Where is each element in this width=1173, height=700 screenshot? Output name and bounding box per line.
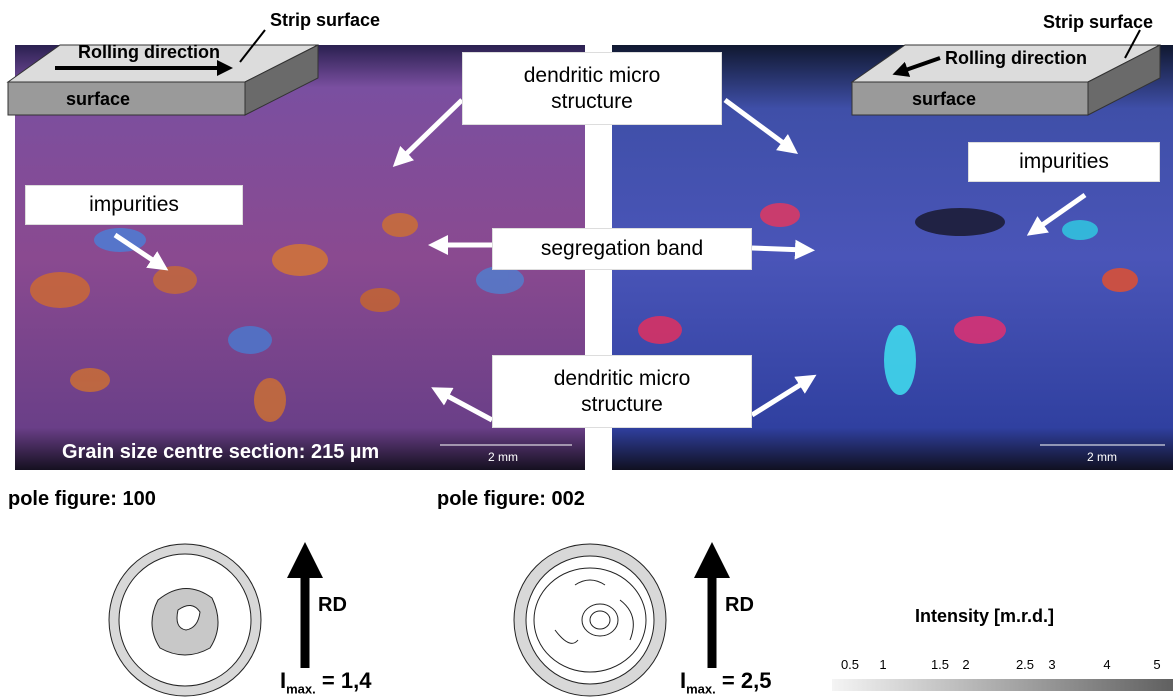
callout: segregation band xyxy=(492,228,752,270)
rd-label: RD xyxy=(725,594,754,617)
intensity-bar xyxy=(832,679,1173,691)
label: Rolling direction xyxy=(945,48,1087,69)
intensity-tick: 3 xyxy=(1042,657,1062,672)
intensity-tick: 1 xyxy=(873,657,893,672)
label: Strip surface xyxy=(270,10,380,31)
label: surface xyxy=(66,89,130,110)
imax-value: = 2,5 xyxy=(722,668,772,693)
intensity-tick: 2.5 xyxy=(1015,657,1035,672)
imax-value: = 1,4 xyxy=(322,668,372,693)
pole-title: pole figure: 100 xyxy=(8,488,156,511)
callout: impurities xyxy=(25,185,243,225)
callout: impurities xyxy=(968,142,1160,182)
intensity-tick: 2 xyxy=(956,657,976,672)
intensity-tick: 4 xyxy=(1097,657,1117,672)
label: Rolling direction xyxy=(78,42,220,63)
intensity-title: Intensity [m.r.d.] xyxy=(915,606,1054,627)
callout: dendritic micro structure xyxy=(462,52,722,125)
imax-sub: max. xyxy=(286,681,316,696)
intensity-tick: 1.5 xyxy=(930,657,950,672)
imax: Imax. = 2,5 xyxy=(680,668,771,696)
pole-figure-100 xyxy=(109,544,261,696)
pole-title: pole figure: 002 xyxy=(437,488,585,511)
callout: dendritic micro structure xyxy=(492,355,752,428)
figure: Strip surface Rolling direction surface … xyxy=(0,0,1173,700)
intensity-tick: 0.5 xyxy=(840,657,860,672)
label: surface xyxy=(912,89,976,110)
label: Strip surface xyxy=(1043,12,1153,33)
imax-sub: max. xyxy=(686,681,716,696)
scale-label: 2 mm xyxy=(1087,450,1117,464)
rd-label: RD xyxy=(318,594,347,617)
pole-figure-002 xyxy=(514,544,666,696)
scale-label: 2 mm xyxy=(488,450,518,464)
imax: Imax. = 1,4 xyxy=(280,668,371,696)
grain-size: Grain size centre section: 215 µm xyxy=(62,441,379,464)
intensity-tick: 5 xyxy=(1147,657,1167,672)
